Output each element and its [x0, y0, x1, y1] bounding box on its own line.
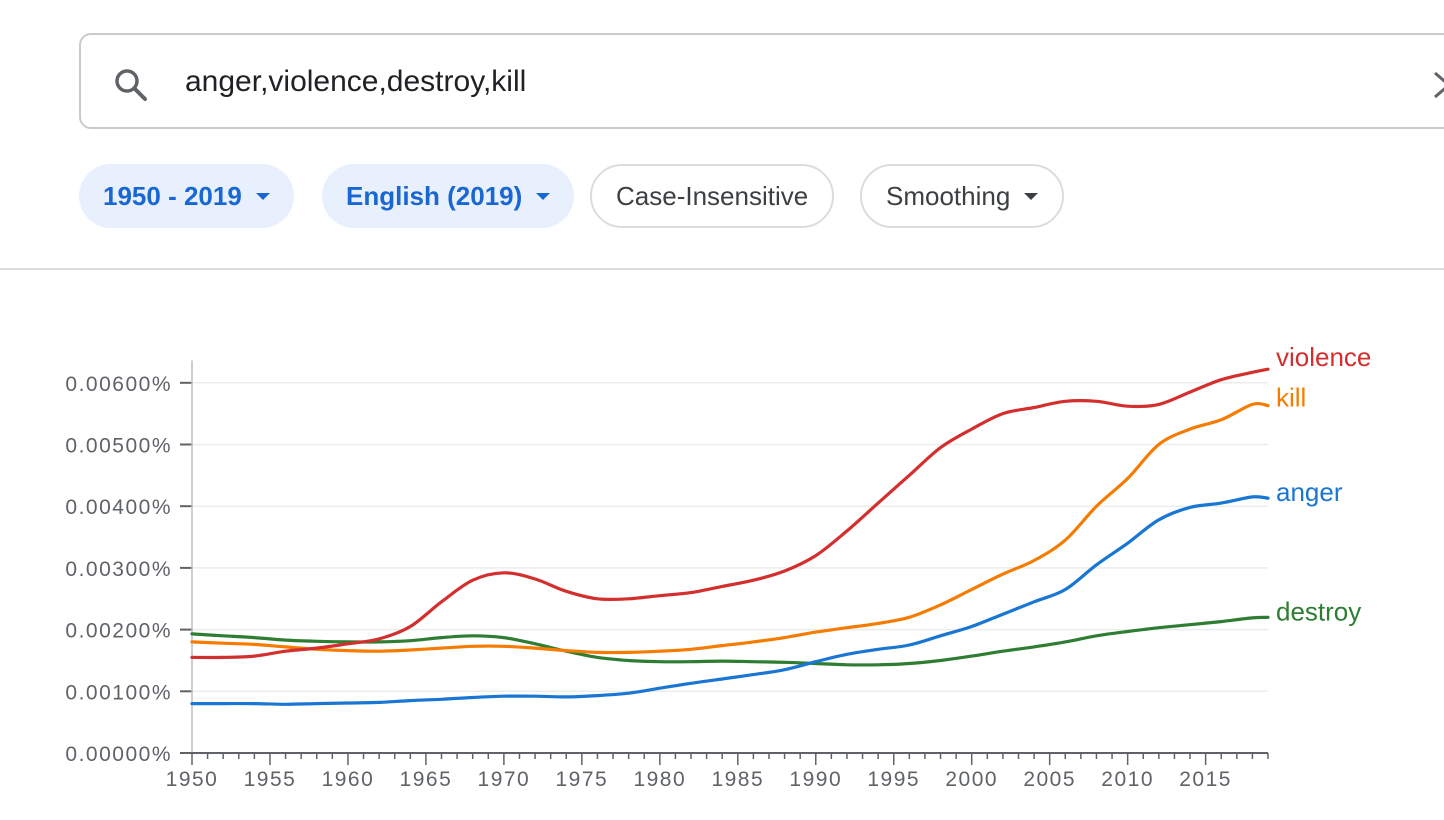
- y-tick-label: 0.00400%: [65, 496, 172, 519]
- smoothing-chip[interactable]: Smoothing: [860, 164, 1065, 228]
- y-tick-label: 0.00300%: [65, 558, 172, 581]
- corpus-label: English (2019): [346, 180, 523, 211]
- x-tick-label: 1960: [322, 768, 375, 791]
- y-tick-label: 0.00000%: [65, 743, 172, 766]
- year-range-label: 1950 - 2019: [103, 180, 242, 211]
- series-label-destroy: destroy: [1276, 596, 1361, 626]
- x-tick-label: 2005: [1023, 768, 1076, 791]
- close-icon[interactable]: [1431, 69, 1444, 99]
- y-tick-label: 0.00100%: [65, 681, 172, 704]
- search-input[interactable]: [185, 57, 1285, 107]
- smoothing-label: Smoothing: [886, 180, 1011, 211]
- x-tick-label: 2000: [945, 768, 998, 791]
- x-tick-label: 1965: [400, 768, 453, 791]
- x-tick-label: 2015: [1179, 768, 1232, 791]
- year-range-chip[interactable]: 1950 - 2019: [79, 164, 294, 228]
- x-tick-label: 1950: [166, 768, 219, 791]
- search-icon[interactable]: [111, 65, 151, 105]
- divider: [0, 268, 1444, 270]
- x-tick-label: 1970: [478, 768, 531, 791]
- y-tick-label: 0.00500%: [65, 435, 172, 458]
- y-tick-label: 0.00200%: [65, 620, 172, 643]
- search-bar[interactable]: [79, 33, 1444, 129]
- x-tick-label: 1990: [789, 768, 842, 791]
- series-line-destroy: [190, 615, 1270, 667]
- series-label-violence: violence: [1276, 342, 1371, 372]
- chevron-down-icon: [255, 192, 270, 200]
- case-insensitive-chip[interactable]: Case-Insensitive: [590, 164, 835, 228]
- x-tick-label: 1975: [555, 768, 608, 791]
- x-tick-label: 1980: [633, 768, 686, 791]
- chevron-down-icon: [536, 192, 551, 200]
- series-line-kill: [190, 401, 1270, 655]
- series-label-kill: kill: [1276, 383, 1306, 413]
- chevron-down-icon: [1024, 192, 1039, 200]
- x-tick-label: 2010: [1101, 768, 1154, 791]
- corpus-chip[interactable]: English (2019): [322, 164, 575, 228]
- x-tick-label: 1995: [867, 768, 920, 791]
- x-tick-label: 1985: [711, 768, 764, 791]
- case-insensitive-label: Case-Insensitive: [616, 180, 809, 211]
- y-tick-label: 0.00600%: [65, 373, 172, 396]
- series-label-anger: anger: [1276, 477, 1343, 507]
- series-line-violence: [190, 367, 1270, 660]
- series-line-anger: [190, 495, 1270, 706]
- x-tick-label: 1955: [244, 768, 297, 791]
